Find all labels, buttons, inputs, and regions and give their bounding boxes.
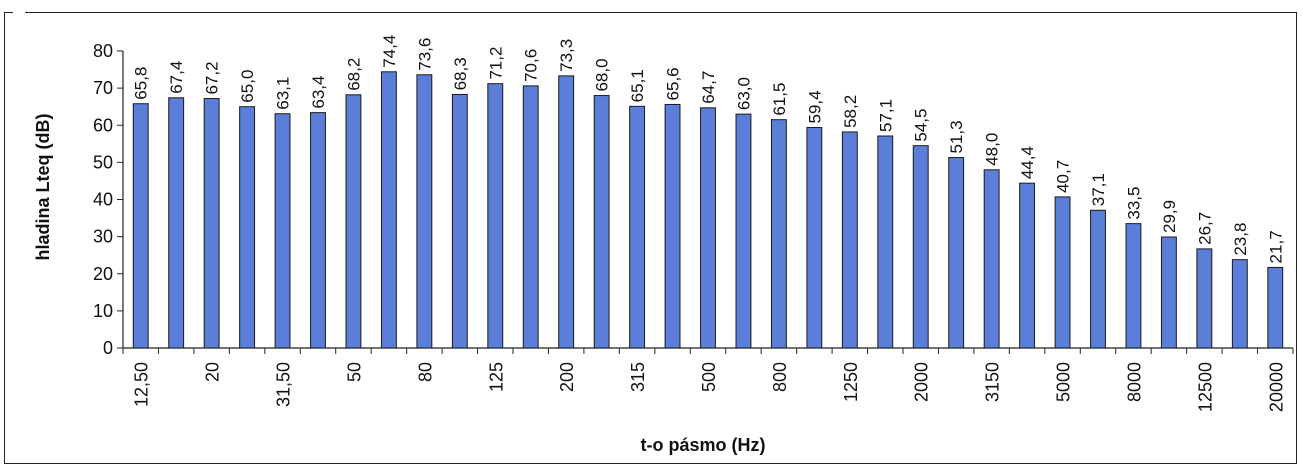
bar bbox=[1160, 236, 1177, 349]
bar bbox=[770, 119, 787, 349]
data-label: 63,0 bbox=[734, 77, 753, 110]
data-label: 21,7 bbox=[1266, 230, 1285, 263]
data-label: 64,7 bbox=[699, 71, 718, 104]
data-label: 68,3 bbox=[451, 57, 470, 90]
y-tick-label: 30 bbox=[93, 227, 113, 247]
x-category-label: 125 bbox=[486, 362, 506, 392]
bar bbox=[1019, 182, 1036, 349]
bar bbox=[629, 105, 646, 349]
x-category-label: 31,50 bbox=[274, 362, 294, 407]
x-category-label: 5000 bbox=[1054, 362, 1074, 402]
y-tick-label: 80 bbox=[93, 41, 113, 61]
data-label: 58,2 bbox=[841, 95, 860, 128]
y-tick-label: 0 bbox=[103, 338, 113, 358]
bar bbox=[877, 135, 894, 349]
data-label: 63,4 bbox=[309, 76, 328, 109]
bar bbox=[380, 71, 397, 349]
x-category-label: 315 bbox=[628, 362, 648, 392]
bar bbox=[1267, 266, 1284, 349]
x-category-label: 3150 bbox=[983, 362, 1003, 402]
data-label: 74,4 bbox=[380, 35, 399, 68]
x-category-label: 800 bbox=[770, 362, 790, 392]
data-label: 67,4 bbox=[167, 61, 186, 94]
bar bbox=[239, 106, 256, 349]
bar bbox=[1231, 259, 1248, 349]
bar bbox=[522, 85, 539, 349]
bar bbox=[735, 113, 752, 349]
bar bbox=[983, 169, 1000, 349]
data-label: 70,6 bbox=[522, 49, 541, 82]
data-label: 57,1 bbox=[876, 99, 895, 132]
bar bbox=[806, 126, 823, 349]
data-label: 63,1 bbox=[274, 77, 293, 110]
data-label: 65,0 bbox=[238, 70, 257, 103]
data-label: 33,5 bbox=[1124, 187, 1143, 220]
x-category-label: 12500 bbox=[1195, 362, 1215, 412]
bar bbox=[168, 97, 185, 349]
data-label: 73,3 bbox=[557, 39, 576, 72]
bar bbox=[841, 131, 858, 349]
y-axis-title: hladina Lteq (dB) bbox=[33, 114, 53, 261]
bar-chart: hladina Lteq (dB) t-o pásmo (Hz) 0 10 20 30… bbox=[33, 35, 1294, 455]
bar bbox=[451, 93, 468, 349]
data-label: 44,4 bbox=[1018, 146, 1037, 179]
bar bbox=[274, 113, 291, 349]
y-tick-label: 20 bbox=[93, 264, 113, 284]
bar bbox=[1196, 248, 1213, 349]
x-axis-title: t-o pásmo (Hz) bbox=[641, 435, 766, 455]
bar bbox=[203, 98, 220, 349]
x-category-label: 8000 bbox=[1124, 362, 1144, 402]
y-axis-title-group: hladina Lteq (dB) bbox=[33, 114, 53, 261]
y-tick-label: 70 bbox=[93, 78, 113, 98]
bar bbox=[948, 157, 965, 349]
x-category-label: 200 bbox=[557, 362, 577, 392]
x-category-label: 80 bbox=[415, 362, 435, 382]
x-category-label: 50 bbox=[344, 362, 364, 382]
data-label: 54,5 bbox=[912, 109, 931, 142]
bar bbox=[310, 112, 326, 349]
data-label: 51,3 bbox=[947, 120, 966, 153]
bar bbox=[664, 103, 681, 349]
top-caption bbox=[13, 7, 25, 21]
data-label: 65,6 bbox=[664, 67, 683, 100]
data-label: 29,9 bbox=[1160, 200, 1179, 233]
bar bbox=[345, 94, 362, 349]
x-category-label: 20000 bbox=[1266, 362, 1286, 412]
data-label: 71,2 bbox=[486, 47, 505, 80]
bar bbox=[487, 83, 504, 349]
bar bbox=[912, 145, 929, 349]
data-label: 68,0 bbox=[593, 58, 612, 91]
bar bbox=[700, 107, 716, 349]
data-label: 26,7 bbox=[1195, 212, 1214, 245]
y-tick-label: 50 bbox=[93, 152, 113, 172]
bar bbox=[593, 95, 610, 349]
x-category-label: 2000 bbox=[912, 362, 932, 402]
data-label: 67,2 bbox=[203, 61, 222, 94]
plot-area: 0 10 20 30 40 50 60 70 80 65,8 67,4 67,2 65,0 63,1 63,… bbox=[93, 35, 1294, 412]
data-label: 73,6 bbox=[415, 38, 434, 71]
bar bbox=[558, 75, 575, 349]
y-tick-label: 40 bbox=[93, 190, 113, 210]
x-category-label: 12,50 bbox=[132, 362, 152, 407]
bar bbox=[1090, 209, 1106, 349]
y-tick-label: 60 bbox=[93, 115, 113, 135]
data-label: 59,4 bbox=[805, 90, 824, 123]
bar bbox=[416, 74, 433, 349]
bar bbox=[1125, 223, 1142, 349]
data-label: 23,8 bbox=[1231, 223, 1250, 256]
data-label: 48,0 bbox=[983, 133, 1002, 166]
data-label: 61,5 bbox=[770, 83, 789, 116]
x-category-label: 1250 bbox=[841, 362, 861, 402]
x-category-label: 20 bbox=[203, 362, 223, 382]
bar bbox=[1054, 196, 1071, 349]
data-label: 68,2 bbox=[344, 58, 363, 91]
data-label: 65,1 bbox=[628, 69, 647, 102]
data-label: 65,8 bbox=[132, 67, 151, 100]
bar bbox=[132, 103, 149, 349]
data-label: 40,7 bbox=[1054, 160, 1073, 193]
chart-frame: hladina Lteq (dB) t-o pásmo (Hz) 0 10 20 30… bbox=[4, 7, 1297, 464]
data-label: 37,1 bbox=[1089, 173, 1108, 206]
y-tick-label: 10 bbox=[93, 301, 113, 321]
x-category-label: 500 bbox=[699, 362, 719, 392]
